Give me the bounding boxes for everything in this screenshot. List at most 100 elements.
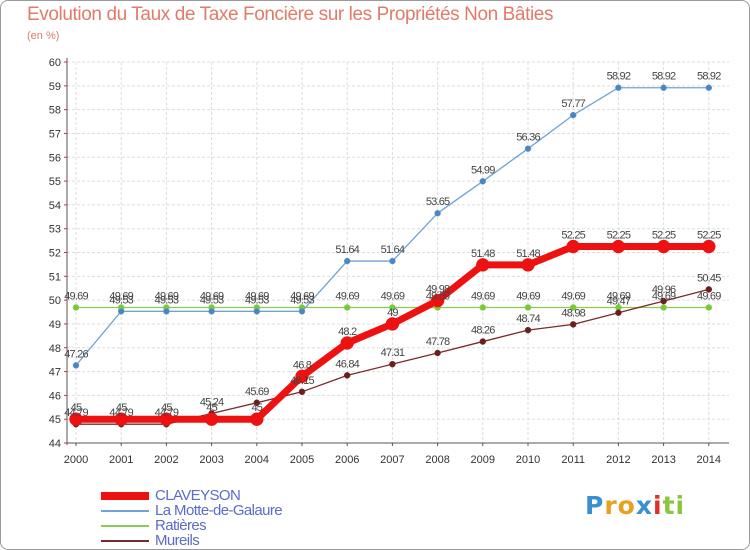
data-label: 58.92: [652, 71, 676, 83]
data-label: 49.69: [381, 291, 405, 303]
y-tick-label: 49: [49, 319, 61, 331]
data-label: 45: [251, 402, 262, 414]
x-tick-label: 2008: [425, 454, 449, 466]
data-label: 49.69: [335, 291, 359, 303]
data-label: 49.69: [607, 291, 631, 303]
data-point: [479, 338, 487, 345]
data-point: [72, 304, 80, 311]
data-label: 45: [161, 402, 172, 414]
x-tick-label: 2002: [154, 454, 178, 466]
data-point: [656, 239, 671, 254]
data-label: 49.69: [109, 291, 133, 303]
data-label: 49.96: [652, 284, 676, 296]
data-label: 49.98: [426, 284, 450, 296]
legend-label: La Motte-de-Galaure: [155, 502, 283, 519]
data-label: 49.53: [245, 294, 269, 306]
data-point: [163, 308, 170, 315]
data-label: 48.74: [516, 313, 540, 325]
data-label: 49.69: [561, 291, 585, 303]
logo-letter: P: [585, 491, 605, 520]
legend-label: CLAVEYSON: [155, 487, 241, 504]
data-label: 46.8: [293, 359, 312, 371]
data-label: 49.69: [516, 291, 540, 303]
data-point: [295, 369, 309, 384]
data-label: 45: [116, 402, 127, 414]
x-tick-label: 2007: [380, 454, 404, 466]
data-label: 46.84: [335, 358, 359, 370]
data-label: 45: [71, 402, 82, 414]
data-label: 45.69: [245, 386, 269, 398]
data-point: [524, 145, 532, 152]
legend-item-ratieres: Ratières: [101, 517, 361, 534]
legend-swatch: [101, 492, 149, 500]
data-label: 49.69: [64, 291, 88, 303]
data-label: 49.53: [290, 294, 314, 306]
data-label: 58.92: [607, 71, 631, 83]
logo-letter: x: [635, 491, 653, 520]
data-point: [298, 388, 306, 396]
data-label: 49.53: [200, 294, 224, 306]
data-label: 52.25: [561, 230, 585, 242]
data-point: [479, 178, 487, 185]
y-tick-label: 47: [49, 367, 61, 379]
data-point: [253, 399, 261, 407]
data-point: [705, 286, 713, 293]
data-point: [569, 321, 577, 328]
data-point: [389, 257, 396, 265]
data-point: [250, 412, 264, 426]
y-tick-label: 60: [49, 57, 61, 69]
data-label: 48.98: [561, 307, 585, 319]
data-label: 51.64: [381, 244, 405, 256]
data-label: 45.24: [200, 396, 224, 408]
data-label: 56.36: [516, 132, 540, 144]
data-label: 50.45: [697, 272, 721, 284]
data-label: 49.69: [697, 291, 721, 303]
data-point: [114, 412, 128, 426]
x-tick-label: 2014: [697, 454, 721, 466]
data-point: [117, 308, 125, 315]
y-tick-label: 56: [49, 152, 61, 164]
legend-item-la-motte-de-galaure: La Motte-de-Galaure: [101, 502, 361, 519]
unit-label: (en %): [27, 30, 60, 42]
y-tick-label: 55: [49, 176, 61, 188]
data-point: [430, 293, 445, 308]
data-label: 47.78: [426, 336, 450, 348]
legend-swatch: [101, 540, 149, 542]
legend-item-mureils: Mureils: [101, 532, 361, 549]
data-label: 54.99: [471, 164, 495, 176]
data-point: [705, 304, 713, 311]
data-label: 49: [387, 307, 398, 319]
data-point: [434, 209, 441, 217]
y-tick-label: 46: [49, 390, 61, 402]
data-label: 49.69: [245, 291, 269, 303]
data-label: 44.79: [109, 407, 133, 419]
data-point: [389, 360, 396, 368]
data-point: [72, 362, 80, 369]
logo-letter: i: [653, 491, 663, 520]
data-label: 44.79: [155, 407, 179, 419]
y-tick-label: 57: [49, 128, 61, 140]
x-tick-label: 2009: [471, 454, 495, 466]
data-point: [524, 304, 532, 311]
y-tick-label: 51: [49, 271, 61, 283]
y-tick-label: 50: [49, 295, 61, 307]
legend-item-claveyson: CLAVEYSON: [101, 487, 361, 504]
data-label: 53.65: [426, 196, 450, 208]
legend-swatch: [101, 510, 149, 512]
logo-letter: r: [604, 491, 618, 520]
y-tick-label: 54: [49, 200, 61, 212]
data-label: 52.25: [697, 230, 721, 242]
data-point: [660, 297, 667, 305]
data-label: 51.48: [516, 248, 540, 260]
data-point: [569, 304, 577, 311]
data-point: [660, 304, 667, 311]
data-point: [343, 304, 351, 311]
data-point: [298, 308, 306, 315]
x-tick-label: 2006: [335, 454, 359, 466]
data-point: [660, 84, 667, 91]
data-label: 48.2: [338, 326, 357, 338]
data-label: 49.69: [652, 291, 676, 303]
data-label: 47.26: [64, 348, 88, 360]
data-label: 49.69: [290, 291, 314, 303]
